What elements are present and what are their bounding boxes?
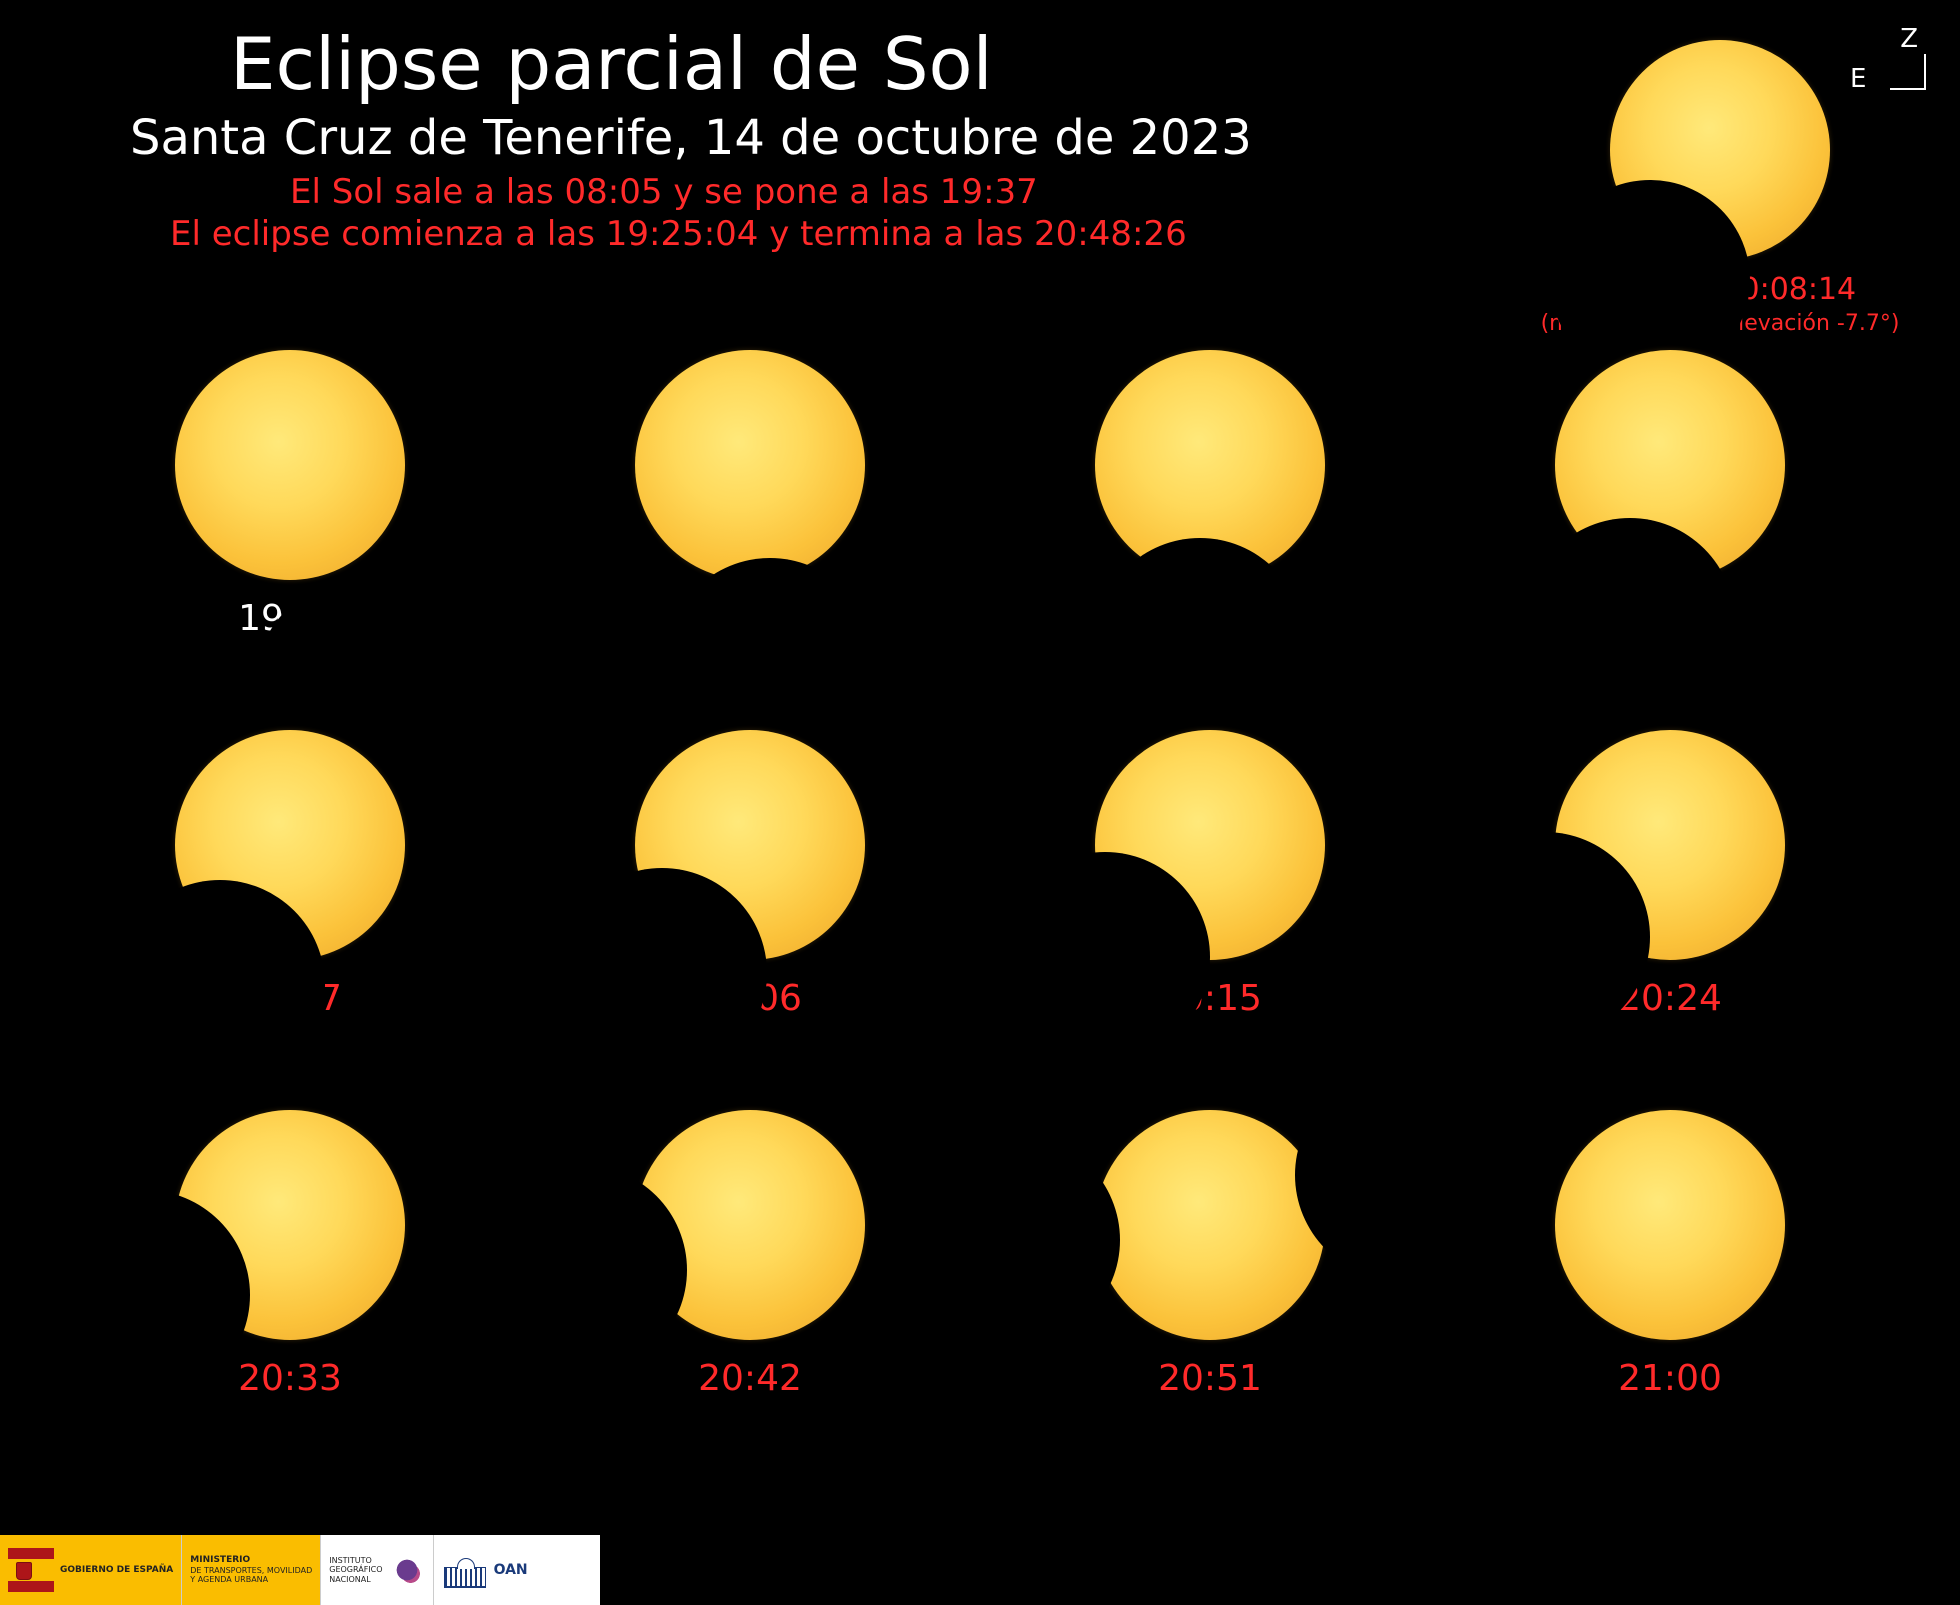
phase-cell: 19:30	[520, 350, 980, 730]
ministry-text: MINISTERIO DE TRANSPORTES, MOVILIDAD Y A…	[190, 1555, 312, 1585]
sunrise-sunset-line: El Sol sale a las 08:05 y se pone a las …	[290, 172, 1038, 212]
ign-line3: NACIONAL	[329, 1575, 382, 1585]
phase-sun-diagram	[1095, 1110, 1325, 1340]
phase-sun-diagram	[635, 1110, 865, 1340]
phase-cell: 21:00	[1440, 1110, 1900, 1490]
compass-bracket-vertical	[1924, 54, 1926, 90]
phase-moon-disk	[1525, 518, 1735, 728]
phase-sun-diagram	[1555, 1110, 1785, 1340]
phase-time-label: 20:42	[698, 1358, 802, 1399]
phase-sun-diagram	[1555, 350, 1785, 580]
page-subtitle: Santa Cruz de Tenerife, 14 de octubre de…	[130, 110, 1252, 166]
ministry-line2: DE TRANSPORTES, MOVILIDAD	[190, 1566, 312, 1576]
phase-moon-disk	[1095, 538, 1305, 748]
maximum-sun-diagram	[1610, 40, 1830, 260]
phase-sun-diagram	[175, 730, 405, 960]
gov-text: GOBIERNO DE ESPAÑA	[60, 1565, 173, 1576]
phase-cell: 20:42	[520, 1110, 980, 1490]
phase-sun-disk	[1555, 1110, 1785, 1340]
phase-moon-disk	[40, 1190, 250, 1400]
page-title: Eclipse parcial de Sol	[230, 22, 993, 106]
phase-cell: 19:39	[980, 350, 1440, 730]
gov-label: GOBIERNO DE ESPAÑA	[60, 1565, 173, 1576]
phase-grid: 19:2119:3019:3919:48 19:5720:0620:1520:24…	[60, 350, 1900, 1490]
phase-sun-diagram	[635, 730, 865, 960]
maximum-eclipse-panel: Máximo: 20:08:14 (magnitud 0.21, elevaci…	[1530, 40, 1910, 336]
footer-ministry-segment: MINISTERIO DE TRANSPORTES, MOVILIDAD Y A…	[182, 1535, 321, 1605]
ministry-line1: MINISTERIO	[190, 1555, 312, 1566]
phase-time-label: 21:00	[1618, 1358, 1722, 1399]
phase-cell: 20:33	[60, 1110, 520, 1490]
phase-moon-disk	[1000, 852, 1210, 1062]
footer-gov-segment: GOBIERNO DE ESPAÑA	[0, 1535, 182, 1605]
phase-cell: 19:57	[60, 730, 520, 1110]
phase-moon-disk	[1295, 1070, 1505, 1280]
ign-line2: GEOGRÁFICO	[329, 1565, 382, 1575]
phase-sun-diagram	[1095, 350, 1325, 580]
phase-sun-diagram	[175, 350, 405, 580]
phase-sun-diagram	[175, 1110, 405, 1340]
phase-time-label: 20:51	[1158, 1358, 1262, 1399]
phase-sun-disk	[1095, 1110, 1325, 1340]
phase-cell: 19:48	[1440, 350, 1900, 730]
ign-line1: INSTITUTO	[329, 1556, 382, 1566]
oan-logo-icon	[442, 1552, 488, 1588]
phase-sun-diagram	[1095, 730, 1325, 960]
oan-label: OAN	[494, 1562, 528, 1578]
phase-cell: 19:21	[60, 350, 520, 730]
phase-sun-diagram	[635, 350, 865, 580]
phase-sun-disk	[175, 350, 405, 580]
phase-sun-disk	[635, 350, 865, 580]
phase-cell: 20:06	[520, 730, 980, 1110]
phase-moon-disk	[477, 1165, 687, 1375]
phase-cell: 20:24	[1440, 730, 1900, 1110]
ign-logo-icon	[389, 1552, 425, 1588]
phase-time-label: 20:33	[238, 1358, 342, 1399]
phase-moon-disk	[1440, 832, 1650, 1042]
footer-logos: GOBIERNO DE ESPAÑA MINISTERIO DE TRANSPO…	[0, 1535, 600, 1605]
phase-moon-disk	[557, 868, 767, 1078]
eclipse-times-line: El eclipse comienza a las 19:25:04 y ter…	[170, 214, 1187, 254]
phase-moon-disk	[910, 1135, 1120, 1345]
phase-sun-diagram	[1555, 730, 1785, 960]
footer-ign-segment: INSTITUTO GEOGRÁFICO NACIONAL	[321, 1535, 433, 1605]
spain-flag-icon	[8, 1548, 54, 1592]
ministry-line3: Y AGENDA URBANA	[190, 1575, 312, 1585]
phase-cell: 20:15	[980, 730, 1440, 1110]
ign-text: INSTITUTO GEOGRÁFICO NACIONAL	[329, 1556, 382, 1585]
footer-oan-segment: OAN	[434, 1535, 536, 1605]
phase-moon-disk	[115, 880, 325, 1090]
